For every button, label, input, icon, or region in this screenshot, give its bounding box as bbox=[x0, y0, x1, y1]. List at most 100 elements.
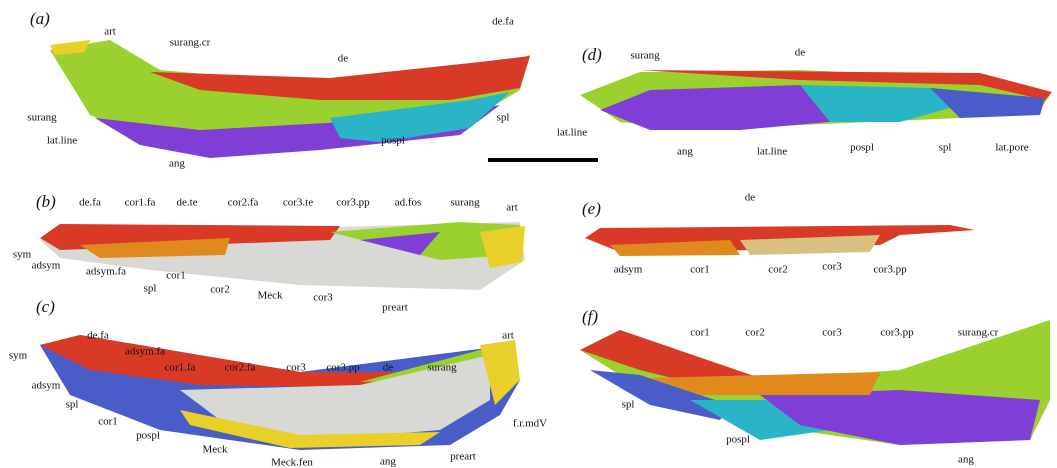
jaw-a bbox=[50, 40, 530, 158]
annotation: pospl bbox=[850, 142, 874, 154]
annotation: cor3 bbox=[313, 292, 333, 304]
annotation: cor3 bbox=[286, 362, 306, 374]
annotation: spl bbox=[939, 142, 952, 154]
panel-label: (c) bbox=[36, 297, 55, 316]
jaw-e bbox=[585, 225, 975, 256]
annotation: cor3.pp bbox=[880, 327, 914, 339]
annotation: cor2 bbox=[768, 264, 788, 276]
annotation: preart bbox=[382, 302, 408, 314]
annotation: surang bbox=[630, 50, 660, 62]
splenial bbox=[930, 88, 1045, 118]
annotation: surang bbox=[450, 197, 480, 209]
annotation: cor1.fa bbox=[125, 197, 156, 209]
annotation: cor3 bbox=[822, 261, 842, 273]
coronoids bbox=[650, 372, 880, 395]
annotation: cor2 bbox=[210, 284, 230, 296]
annotation: pospl bbox=[381, 135, 405, 147]
articular bbox=[480, 340, 520, 405]
annotation: lat.line bbox=[557, 127, 587, 139]
annotation: cor1 bbox=[166, 270, 186, 282]
annotation: surang bbox=[27, 112, 57, 124]
splenial bbox=[590, 370, 730, 420]
annotation: Meck.fen bbox=[271, 457, 313, 468]
annotation: adsym bbox=[614, 264, 643, 276]
annotation: cor1 bbox=[98, 416, 118, 428]
annotation: surang bbox=[427, 362, 457, 374]
annotation: art bbox=[104, 26, 116, 38]
annotation: surang.cr bbox=[170, 37, 211, 49]
annotation: de bbox=[745, 192, 756, 204]
adductor-fossa bbox=[360, 232, 440, 255]
annotation: de.te bbox=[176, 197, 197, 209]
annotation: ad.fos bbox=[395, 197, 422, 209]
panel-label: (b) bbox=[36, 192, 56, 211]
annotation: spl bbox=[497, 112, 510, 124]
annotation: cor3.pp bbox=[873, 264, 907, 276]
annotation: cor2 bbox=[745, 327, 765, 339]
annotation: ang bbox=[677, 146, 693, 158]
annotation: cor2.fa bbox=[228, 197, 259, 209]
annotation: cor1 bbox=[690, 264, 710, 276]
annotation: ang bbox=[380, 456, 396, 468]
coronoids bbox=[80, 238, 230, 258]
coronoid-2-3 bbox=[740, 235, 880, 255]
dentary bbox=[640, 70, 1052, 100]
dentary bbox=[580, 330, 880, 392]
annotation: adsym bbox=[32, 380, 61, 392]
annotation: de.fa bbox=[492, 16, 514, 28]
annotation: cor3.pp bbox=[336, 197, 370, 209]
annotation: spl bbox=[66, 399, 79, 411]
dentary bbox=[40, 335, 400, 388]
angular bbox=[600, 85, 860, 130]
angular bbox=[760, 390, 1040, 445]
coronoid-1 bbox=[610, 240, 740, 256]
panel-label: (a) bbox=[30, 9, 50, 28]
articular bbox=[480, 226, 525, 268]
annotation: sym bbox=[9, 350, 28, 362]
annotation: adsym.fa bbox=[125, 346, 165, 358]
annotation: adsym bbox=[32, 260, 61, 272]
annotation: de bbox=[338, 53, 349, 65]
annotation: art bbox=[502, 330, 514, 342]
annotation: Meck bbox=[202, 444, 228, 456]
annotation: cor1 bbox=[690, 327, 710, 339]
prearticular bbox=[180, 355, 490, 440]
annotation: pospl bbox=[136, 430, 160, 442]
annotation: cor1.fa bbox=[165, 362, 196, 374]
annotation: lat.pore bbox=[995, 142, 1028, 154]
panel-label: (f) bbox=[582, 307, 598, 326]
postsplenial bbox=[330, 92, 510, 142]
annotation: cor3.pp bbox=[326, 362, 360, 374]
articular bbox=[50, 40, 90, 55]
annotation: de bbox=[383, 362, 394, 374]
panel-label: (e) bbox=[582, 199, 601, 218]
annotation: lat.line bbox=[757, 146, 787, 158]
annotation: surang.cr bbox=[958, 327, 999, 339]
jaw-c bbox=[40, 335, 520, 450]
annotation: cor3 bbox=[822, 327, 842, 339]
meckelian bbox=[180, 410, 440, 448]
annotation: f.r.mdV bbox=[513, 418, 547, 430]
panel-label: (d) bbox=[582, 45, 602, 64]
annotation: ang bbox=[958, 454, 974, 466]
jaw-b bbox=[40, 222, 525, 290]
dentary bbox=[150, 56, 530, 100]
annotation: pospl bbox=[726, 434, 750, 446]
annotation: de.fa bbox=[87, 330, 109, 342]
jaw-d bbox=[580, 70, 1052, 130]
jaw-f bbox=[580, 320, 1050, 445]
annotation: Meck bbox=[257, 290, 283, 302]
annotation: cor3.te bbox=[283, 197, 313, 209]
annotation: preart bbox=[450, 451, 476, 463]
annotation: cor2.fa bbox=[225, 362, 256, 374]
annotation: art bbox=[506, 202, 518, 214]
annotation: spl bbox=[144, 283, 157, 295]
annotation: de bbox=[795, 47, 806, 59]
annotation: lat.line bbox=[47, 135, 77, 147]
annotation: ang bbox=[169, 158, 185, 170]
annotation: de.fa bbox=[79, 197, 101, 209]
annotation: adsym.fa bbox=[86, 266, 126, 278]
annotation: spl bbox=[622, 399, 635, 411]
annotation: sym bbox=[13, 249, 32, 261]
